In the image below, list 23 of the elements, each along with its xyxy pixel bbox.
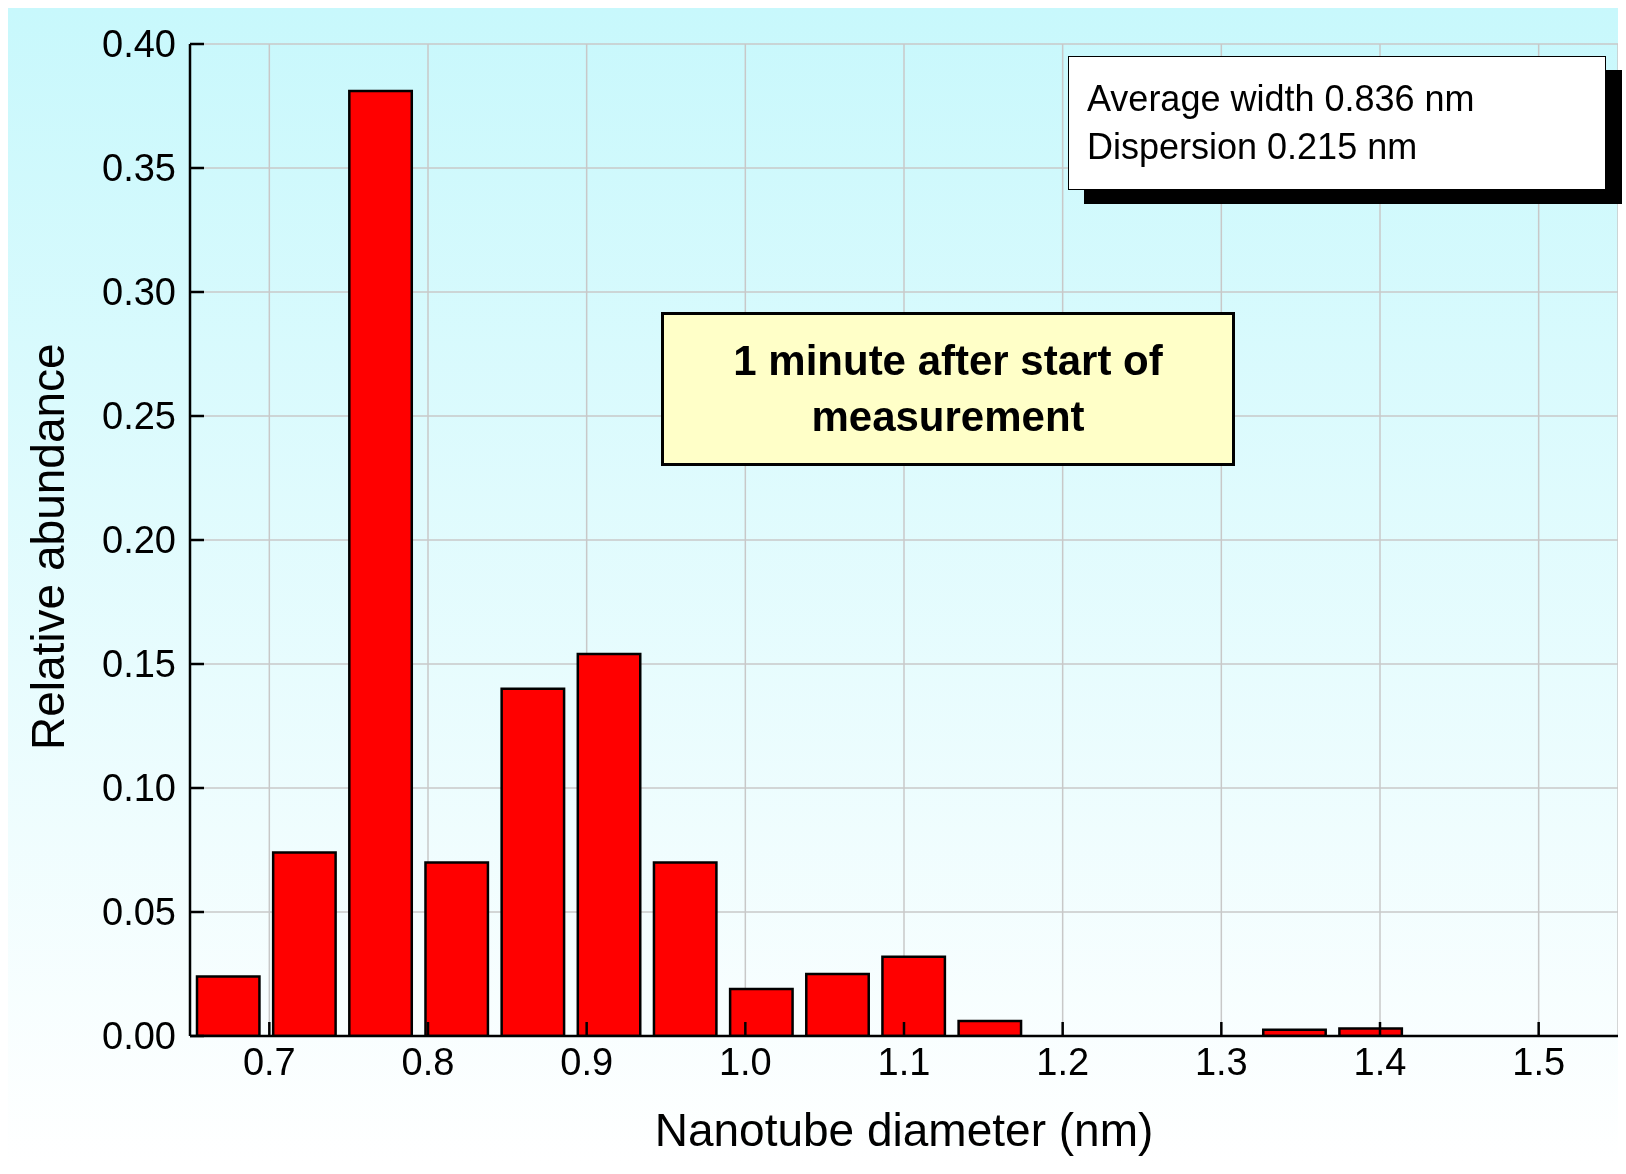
y-tick-label: 0.30 [102, 271, 176, 314]
y-tick-label: 0.35 [102, 147, 176, 190]
x-tick-label: 1.3 [1194, 1040, 1248, 1083]
y-tick-label: 0.10 [102, 767, 176, 810]
annotation: Average width 0.836 nm [1087, 77, 1476, 121]
annotation: Dispersion 0.215 nm [1087, 125, 1419, 169]
x-tick-label: 1.1 [877, 1040, 931, 1083]
y-tick-label: 0.00 [102, 1015, 176, 1058]
y-tick-label: 0.15 [102, 643, 176, 686]
x-tick-label: 0.9 [560, 1040, 614, 1083]
x-tick-label: 1.5 [1512, 1040, 1566, 1083]
x-tick-label: 1.0 [718, 1040, 772, 1083]
x-tick-label: 0.8 [401, 1040, 455, 1083]
y-tick-label: 0.05 [102, 891, 176, 934]
y-tick-label: 0.20 [102, 519, 176, 562]
x-tick-label: 1.2 [1036, 1040, 1090, 1083]
x-axis-title: Nanotube diameter (nm) [654, 1104, 1154, 1156]
y-tick-label: 0.40 [102, 23, 176, 66]
y-axis-title: Relative abundance [22, 343, 75, 750]
x-tick-label: 1.4 [1353, 1040, 1407, 1083]
note-box: 1 minute after start of measurement [661, 312, 1235, 466]
y-tick-label: 0.25 [102, 395, 176, 438]
x-tick-label: 0.7 [242, 1040, 296, 1083]
